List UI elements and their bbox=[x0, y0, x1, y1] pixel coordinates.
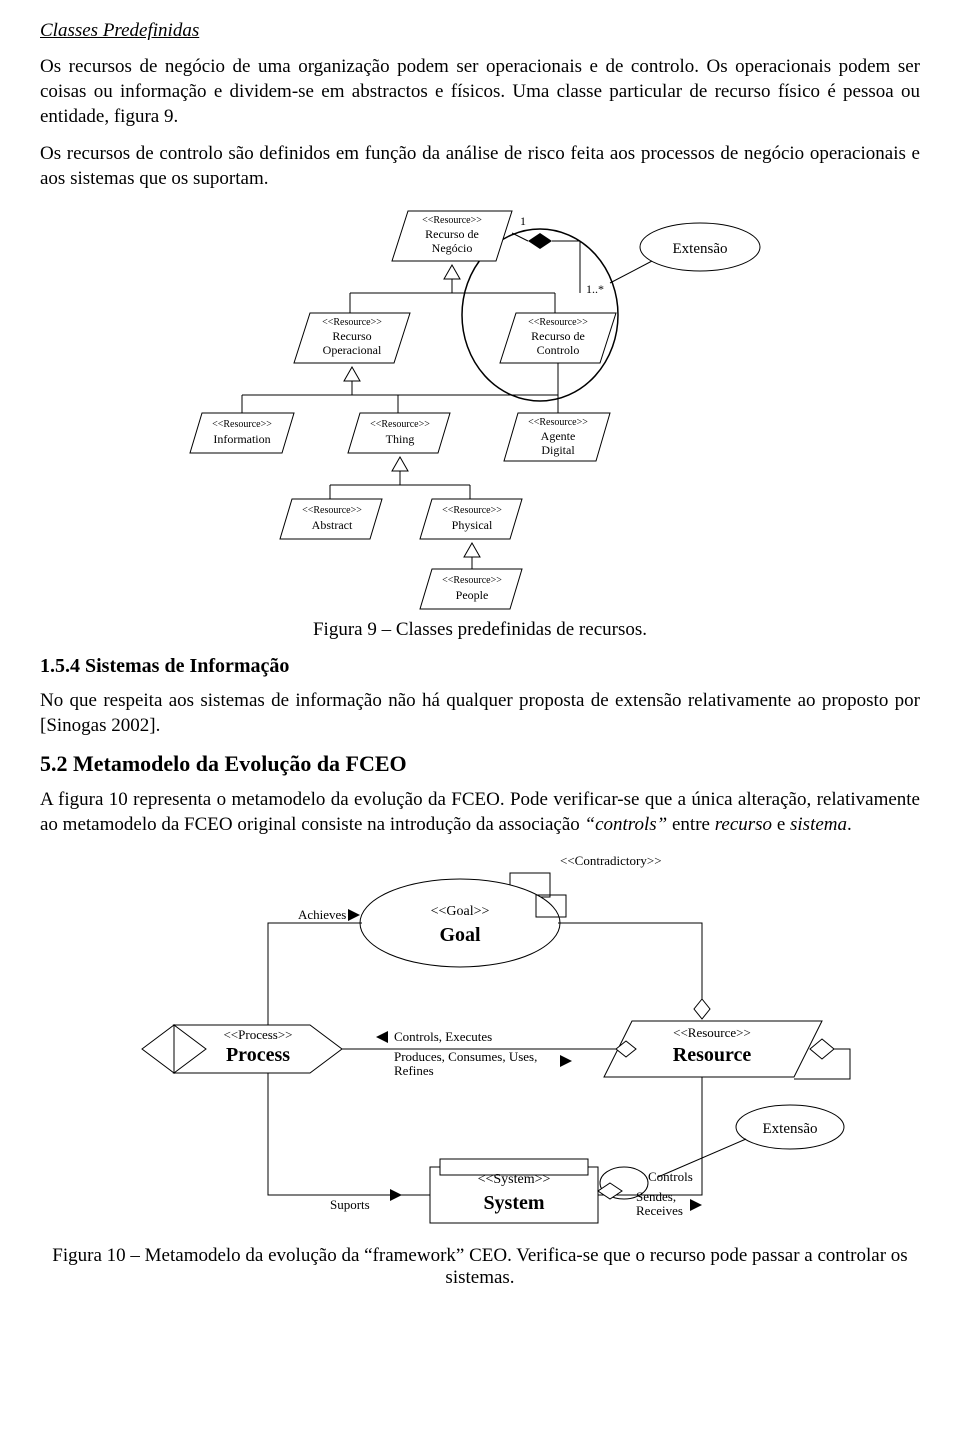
figure-10-diagram: <<Contradictory>> <<Goal>> Goal Achieves… bbox=[90, 849, 870, 1239]
paragraph-2: Os recursos de controlo são definidos em… bbox=[40, 141, 920, 191]
heading-154: 1.5.4 Sistemas de Informação bbox=[40, 655, 920, 678]
svg-text:1..*: 1..* bbox=[586, 282, 604, 296]
figure-9-caption: Figura 9 – Classes predefinidas de recur… bbox=[40, 619, 920, 641]
svg-text:Recurso de: Recurso de bbox=[425, 227, 479, 241]
svg-text:Recurso: Recurso bbox=[332, 329, 371, 343]
svg-text:<<Process>>: <<Process>> bbox=[223, 1027, 292, 1042]
svg-text:Thing: Thing bbox=[386, 432, 415, 446]
svg-text:Extensão: Extensão bbox=[673, 241, 728, 257]
svg-text:Produces, Consumes, Uses,: Produces, Consumes, Uses, bbox=[394, 1049, 537, 1064]
page: Classes Predefinidas Os recursos de negó… bbox=[20, 0, 940, 1343]
svg-text:<<Resource>>: <<Resource>> bbox=[370, 419, 430, 430]
svg-text:Operacional: Operacional bbox=[323, 343, 382, 357]
svg-text:Recurso de: Recurso de bbox=[531, 329, 585, 343]
svg-text:People: People bbox=[456, 588, 489, 602]
section-title: Classes Predefinidas bbox=[40, 20, 920, 42]
svg-text:<<Resource>>: <<Resource>> bbox=[673, 1025, 751, 1040]
svg-text:<<System>>: <<System>> bbox=[478, 1172, 551, 1187]
paragraph-3: No que respeita aos sistemas de informaç… bbox=[40, 688, 920, 738]
svg-text:<<Goal>>: <<Goal>> bbox=[431, 904, 490, 919]
figure-9-diagram: Extensão <<Resource>> Recurso de Negócio… bbox=[160, 203, 800, 613]
svg-text:Refines: Refines bbox=[394, 1063, 434, 1078]
svg-text:Information: Information bbox=[213, 432, 270, 446]
svg-text:<<Contradictory>>: <<Contradictory>> bbox=[560, 853, 662, 868]
svg-text:<<Resource>>: <<Resource>> bbox=[422, 215, 482, 226]
svg-text:Process: Process bbox=[226, 1044, 290, 1066]
svg-text:<<Resource>>: <<Resource>> bbox=[528, 417, 588, 428]
svg-text:Receives: Receives bbox=[636, 1203, 683, 1218]
svg-text:Sendes,: Sendes, bbox=[636, 1189, 676, 1204]
svg-text:Agente: Agente bbox=[541, 429, 576, 443]
svg-text:<<Resource>>: <<Resource>> bbox=[528, 317, 588, 328]
svg-text:Suports: Suports bbox=[330, 1197, 370, 1212]
svg-text:Resource: Resource bbox=[673, 1044, 752, 1066]
svg-text:Abstract: Abstract bbox=[312, 518, 353, 532]
heading-52: 5.2 Metamodelo da Evolução da FCEO bbox=[40, 751, 920, 777]
svg-text:Extensão: Extensão bbox=[763, 1121, 818, 1137]
svg-text:System: System bbox=[483, 1192, 544, 1214]
svg-text:Digital: Digital bbox=[541, 443, 575, 457]
svg-text:<<Resource>>: <<Resource>> bbox=[442, 505, 502, 516]
svg-text:Controlo: Controlo bbox=[537, 343, 580, 357]
svg-text:Controls: Controls bbox=[648, 1169, 693, 1184]
svg-text:<<Resource>>: <<Resource>> bbox=[302, 505, 362, 516]
svg-text:1: 1 bbox=[520, 214, 526, 228]
svg-text:Controls, Executes: Controls, Executes bbox=[394, 1029, 492, 1044]
figure-10-caption: Figura 10 – Metamodelo da evolução da “f… bbox=[40, 1245, 920, 1289]
svg-text:Negócio: Negócio bbox=[432, 241, 473, 255]
svg-text:Physical: Physical bbox=[452, 518, 493, 532]
svg-text:<<Resource>>: <<Resource>> bbox=[322, 317, 382, 328]
svg-text:<<Resource>>: <<Resource>> bbox=[212, 419, 272, 430]
svg-text:<<Resource>>: <<Resource>> bbox=[442, 575, 502, 586]
svg-text:Achieves: Achieves bbox=[298, 907, 346, 922]
paragraph-4: A figura 10 representa o metamodelo da e… bbox=[40, 787, 920, 837]
svg-text:Goal: Goal bbox=[439, 924, 481, 946]
paragraph-1: Os recursos de negócio de uma organizaçã… bbox=[40, 54, 920, 129]
